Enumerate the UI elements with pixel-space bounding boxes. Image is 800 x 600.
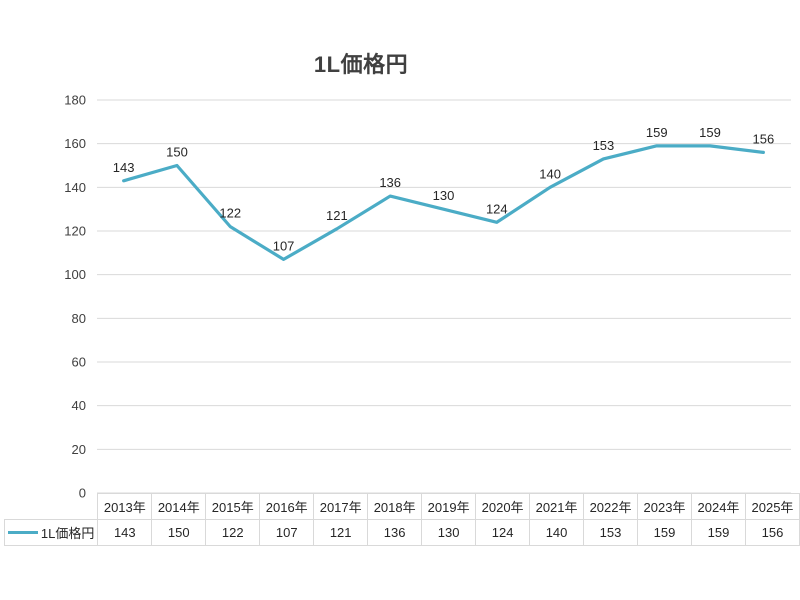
value-cell: 130 xyxy=(421,519,477,546)
value-cell: 156 xyxy=(744,519,800,546)
year-header-cell: 2022年 xyxy=(583,493,639,520)
legend-series-label: 1L価格円 xyxy=(40,526,95,541)
data-label: 140 xyxy=(539,166,561,181)
year-header-cell: 2013年 xyxy=(97,493,153,520)
year-header-cell: 2017年 xyxy=(313,493,369,520)
data-label: 159 xyxy=(699,125,721,140)
chart-data-table: 2013年 2014年 2015年 2016年 2017年 2018年 2019年 2020年… xyxy=(3,493,800,546)
table-corner-cell xyxy=(5,494,98,520)
data-label: 136 xyxy=(379,175,401,190)
y-axis-tick-label: 180 xyxy=(64,93,86,108)
y-axis-tick-label: 40 xyxy=(72,398,86,413)
series-line xyxy=(122,144,765,261)
year-header-cell: 2021年 xyxy=(529,493,585,520)
value-cell: 122 xyxy=(205,519,261,546)
legend-line-swatch-icon xyxy=(7,531,38,534)
value-cell: 159 xyxy=(690,519,746,546)
y-axis-tick-label: 140 xyxy=(64,180,86,195)
y-axis-tick-label: 160 xyxy=(64,136,86,151)
value-cell: 140 xyxy=(529,519,585,546)
value-cell: 124 xyxy=(475,519,531,546)
y-axis-tick-label: 20 xyxy=(72,442,86,457)
year-header-cell: 2018年 xyxy=(367,493,423,520)
data-label: 159 xyxy=(646,125,668,140)
data-label: 124 xyxy=(486,201,508,216)
year-header-cell: 2019年 xyxy=(421,493,477,520)
value-cell: 121 xyxy=(313,519,369,546)
value-cell: 150 xyxy=(151,519,207,546)
year-header-cell: 2016年 xyxy=(259,493,315,520)
data-label: 153 xyxy=(593,138,615,153)
value-cell: 153 xyxy=(583,519,639,546)
year-header-cell: 2020年 xyxy=(475,493,531,520)
value-cell: 107 xyxy=(259,519,315,546)
value-cell: 136 xyxy=(367,519,423,546)
y-axis-tick-label: 0 xyxy=(79,486,86,501)
data-label: 107 xyxy=(273,238,295,253)
line-chart-plot-area: 0 20 40 60 80 100 120 140 160 180 143 150 122 107 121 1… xyxy=(64,93,791,501)
legend-cell: 1L価格円 xyxy=(3,519,99,546)
value-cell: 159 xyxy=(637,519,692,546)
year-header-cell: 2015年 xyxy=(205,493,261,520)
year-header-cell: 2024年 xyxy=(690,493,746,520)
y-axis-tick-label: 100 xyxy=(64,267,86,282)
data-label: 121 xyxy=(326,208,348,223)
data-label: 130 xyxy=(433,188,455,203)
y-axis-tick-label: 60 xyxy=(72,355,86,370)
chart-title: 1L価格円 xyxy=(313,52,409,77)
y-axis-tick-label: 80 xyxy=(72,311,86,326)
year-header-cell: 2025年 xyxy=(744,493,800,520)
value-cell: 143 xyxy=(97,519,153,546)
year-header-cell: 2014年 xyxy=(151,493,207,520)
data-label: 156 xyxy=(752,131,774,146)
data-label: 143 xyxy=(113,160,135,175)
y-axis-tick-label: 120 xyxy=(64,224,86,239)
data-label: 122 xyxy=(219,206,241,221)
year-header-cell: 2023年 xyxy=(637,493,692,520)
data-label: 150 xyxy=(166,145,188,160)
